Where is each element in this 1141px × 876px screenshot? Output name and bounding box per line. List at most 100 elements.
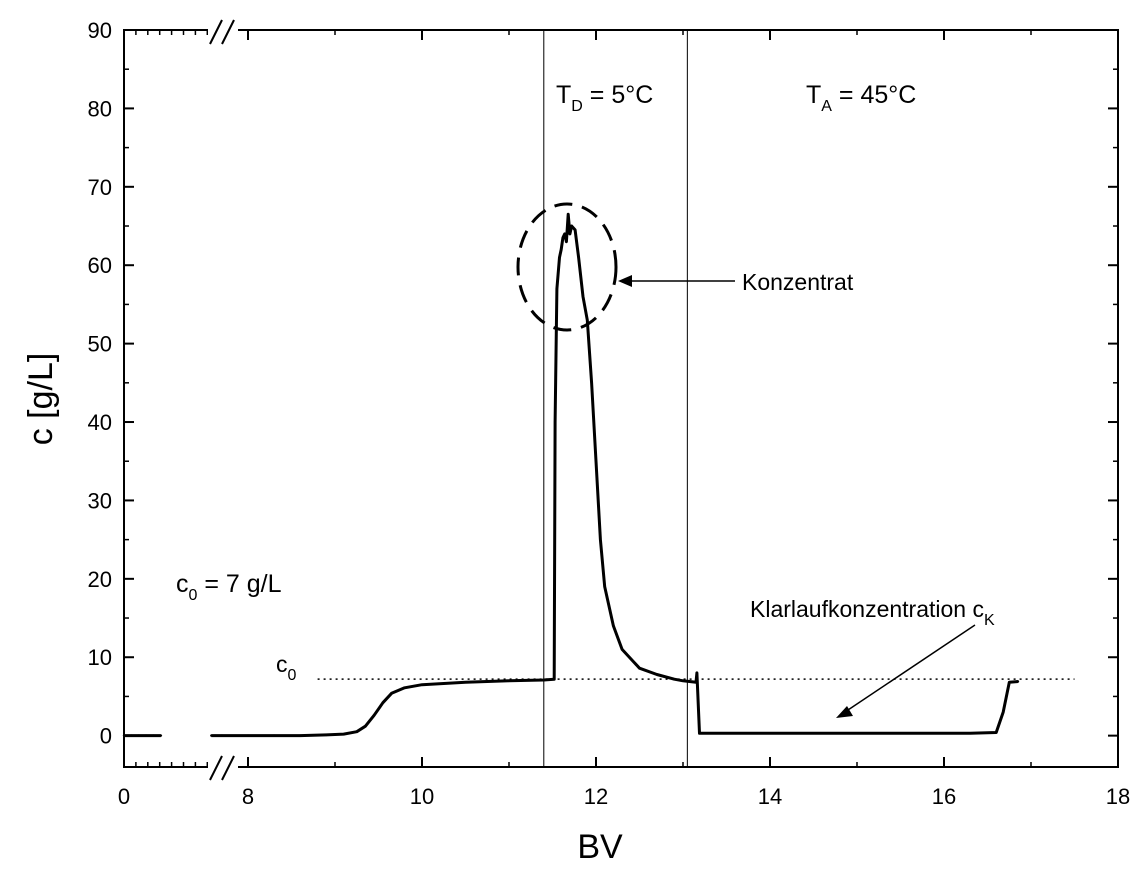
data-point	[403, 686, 406, 689]
data-point	[751, 732, 754, 735]
data-point	[553, 678, 556, 681]
data-point	[694, 681, 698, 684]
data-point	[325, 733, 328, 737]
y-tick-label: 0	[100, 724, 112, 749]
data-point	[570, 224, 573, 228]
data-point	[698, 732, 701, 735]
y-tick-label: 80	[88, 96, 112, 121]
data-point	[1016, 680, 1020, 683]
x-tick-label: 12	[584, 784, 608, 809]
data-point	[968, 732, 972, 735]
klarlauf-arrowhead	[836, 706, 853, 718]
data-point	[144, 734, 148, 737]
plot-frame	[123, 29, 1119, 768]
x-axis-break-mark-4	[221, 19, 235, 45]
x-axis-ticks: 0 8 10 12 14 16 18	[118, 30, 1130, 809]
y-axis-ticks: 0 10 20 30 40 50 60 70 80 90	[88, 18, 1118, 749]
data-point	[159, 734, 163, 737]
data-point	[355, 730, 358, 733]
x-axis-break-mark-1	[209, 755, 223, 781]
data-point	[213, 734, 217, 737]
data-point	[716, 732, 719, 735]
data-point	[152, 734, 155, 737]
data-point	[567, 213, 570, 216]
x-tick-label: 18	[1106, 784, 1130, 809]
x-tick-label: 8	[242, 784, 254, 809]
data-point	[563, 232, 566, 236]
data-point	[299, 734, 302, 737]
data-point	[342, 732, 345, 736]
data-point	[673, 678, 676, 681]
data-point	[364, 725, 367, 728]
y-tick-label: 20	[88, 567, 112, 592]
data-point	[581, 295, 585, 298]
data-point	[555, 287, 559, 290]
c0-line-label: c0	[276, 651, 297, 684]
data-point	[603, 585, 606, 588]
y-tick-label: 40	[88, 410, 112, 435]
x-tick-label: 10	[410, 784, 434, 809]
data-point	[210, 734, 213, 737]
data-point	[594, 460, 598, 463]
data-point	[681, 679, 685, 682]
data-point	[565, 240, 568, 243]
klarlauf-label: Klarlaufkonzentration cK	[750, 596, 995, 629]
x-axis-break-mark-3	[209, 19, 223, 45]
data-point	[560, 248, 563, 251]
td-label: TD = 5°C	[556, 81, 653, 115]
data-point	[561, 236, 565, 239]
data-point	[899, 732, 902, 735]
c0-value-label: c0 = 7 g/L	[176, 570, 282, 604]
data-point	[612, 624, 615, 628]
konzentrat-circle	[516, 202, 618, 332]
data-point	[620, 648, 624, 651]
data-point	[568, 232, 572, 236]
data-point	[420, 683, 424, 686]
data-point	[542, 678, 545, 682]
data-point	[1002, 710, 1005, 714]
data-point	[599, 538, 602, 541]
data-point	[586, 318, 589, 322]
y-tick-label: 30	[88, 488, 112, 513]
data-point	[812, 732, 815, 735]
y-tick-label: 50	[88, 332, 112, 357]
data-point	[695, 671, 699, 675]
data-point	[372, 714, 376, 717]
data-point	[130, 734, 133, 737]
y-axis-title: c [g/L]	[22, 353, 60, 446]
data-point	[122, 734, 126, 737]
konzentrat-label: Konzentrat	[742, 269, 854, 295]
x-tick-label: 16	[932, 784, 956, 809]
data-point	[577, 256, 580, 259]
data-point	[553, 420, 557, 424]
klarlauf-arrow	[841, 624, 976, 715]
data-point	[995, 731, 998, 734]
x-axis-break-mark-2	[221, 755, 235, 781]
data-point	[558, 256, 561, 259]
data-point	[137, 734, 140, 737]
data-point	[381, 701, 385, 704]
data-point	[246, 734, 250, 737]
x-axis-title: BV	[577, 828, 623, 866]
data-point	[220, 734, 224, 737]
data-point	[1008, 681, 1011, 684]
data-point	[573, 228, 577, 232]
x-tick-label: 0	[118, 784, 130, 809]
data-point	[464, 681, 467, 684]
y-tick-label: 60	[88, 253, 112, 278]
data-point	[638, 667, 641, 670]
y-tick-label: 70	[88, 175, 112, 200]
x-tick-label: 14	[758, 784, 782, 809]
data-points	[122, 213, 1020, 737]
vertical-lines	[543, 30, 688, 767]
data-point	[507, 679, 511, 682]
data-point	[655, 673, 659, 676]
series-line	[124, 212, 1019, 738]
data-point	[390, 692, 393, 695]
data-point	[272, 734, 276, 737]
y-tick-label: 90	[88, 18, 112, 43]
konzentrat-arrowhead	[618, 275, 632, 287]
x-axis-break	[208, 19, 238, 781]
ta-label: TA = 45°C	[806, 81, 916, 115]
